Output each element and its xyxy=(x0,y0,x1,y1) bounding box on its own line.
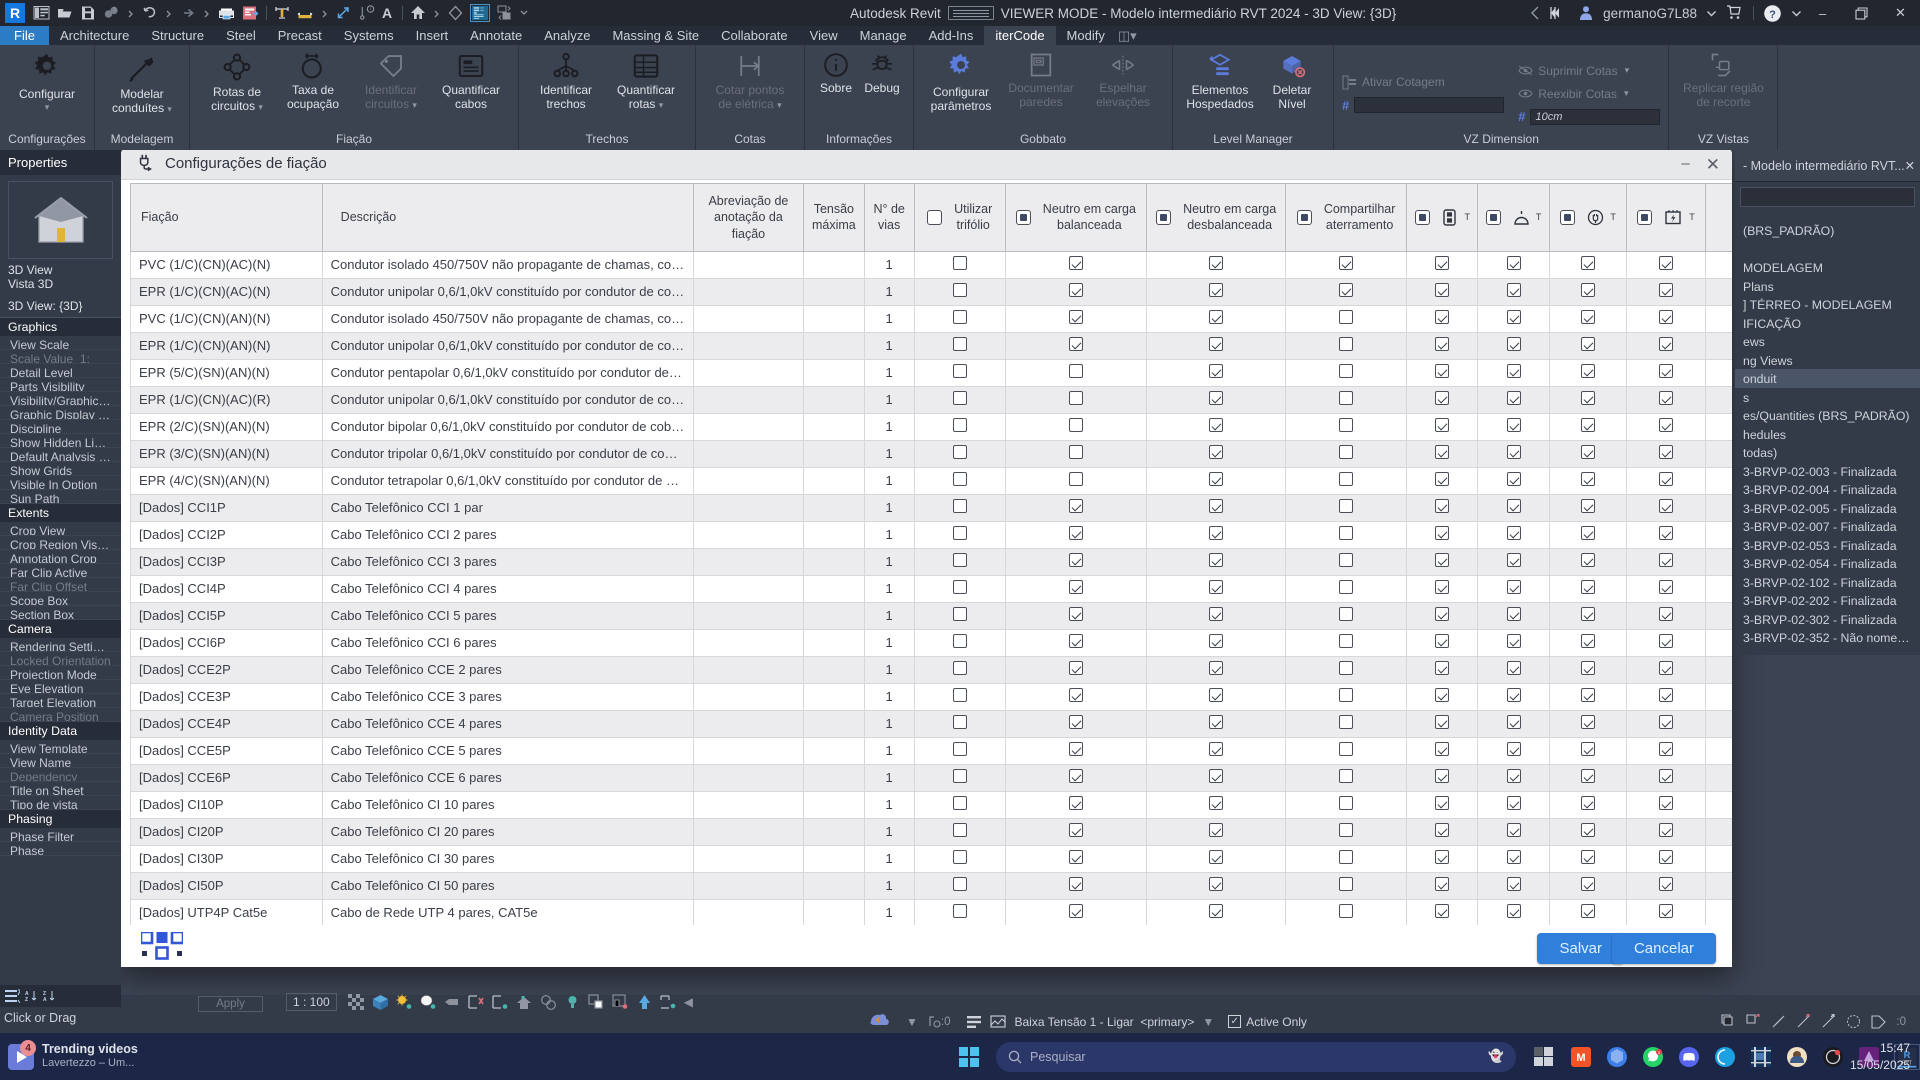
svg-text:R: R xyxy=(10,5,20,21)
svg-text:?: ? xyxy=(1769,9,1776,21)
svg-text:1: 1 xyxy=(369,7,371,11)
svg-text:M: M xyxy=(1576,1052,1585,1064)
svg-text:A: A xyxy=(382,5,392,21)
svg-text:A: A xyxy=(43,997,47,1003)
svg-text:Z: Z xyxy=(25,997,28,1003)
